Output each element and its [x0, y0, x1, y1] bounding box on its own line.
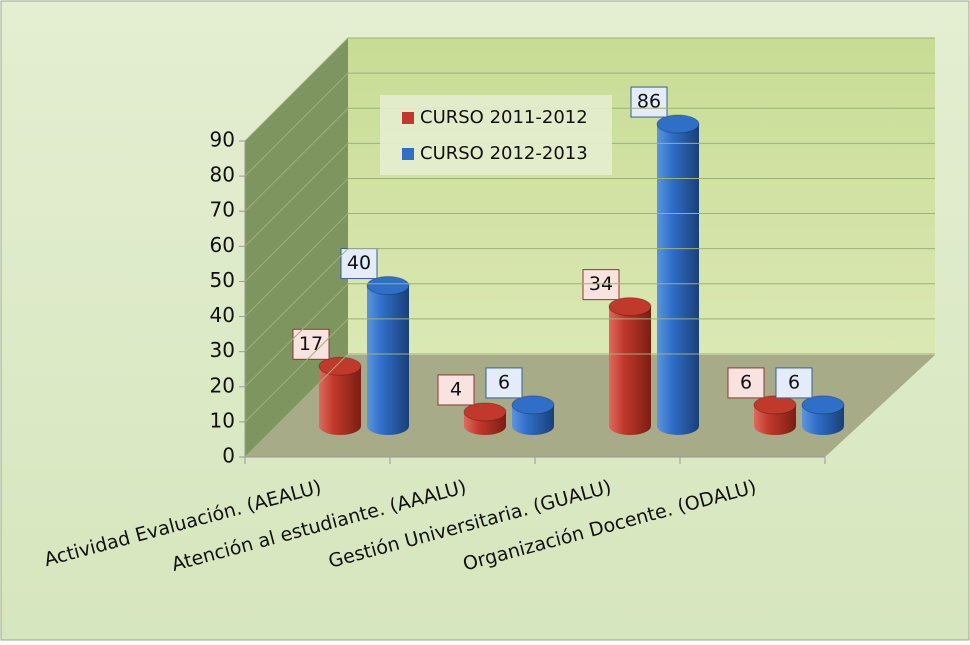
- value-label: 40: [347, 252, 371, 274]
- grid-line: [244, 37, 349, 142]
- value-label-box: [727, 367, 765, 399]
- y-tick-label: 10: [210, 408, 235, 432]
- value-label: 6: [740, 371, 752, 393]
- value-label: 86: [637, 91, 661, 113]
- value-label-box: [437, 374, 475, 406]
- bar-top: [511, 395, 555, 415]
- grid-line: [244, 283, 349, 388]
- bar: [657, 124, 699, 435]
- grid-line: [244, 213, 349, 317]
- bar-top: [608, 297, 652, 317]
- y-tick-label: 30: [210, 338, 235, 362]
- value-label-box: [582, 269, 620, 301]
- legend-label: CURSO 2011-2012: [420, 107, 588, 128]
- bar-top: [318, 356, 362, 376]
- bar-top: [656, 114, 700, 134]
- bar-top: [463, 402, 507, 422]
- grid-line: [244, 248, 349, 353]
- legend-box: [380, 95, 612, 175]
- grid-line: [244, 72, 349, 177]
- grid-line: [244, 107, 349, 212]
- y-tick-label: 50: [210, 268, 235, 292]
- y-tick-label: 0: [222, 444, 235, 468]
- y-tick-label: 40: [210, 303, 235, 327]
- bar-top: [366, 276, 410, 296]
- grid-line: [244, 318, 349, 423]
- value-label-box: [340, 248, 378, 280]
- bar: [319, 366, 361, 435]
- value-label: 6: [498, 371, 510, 393]
- value-label: 4: [450, 378, 462, 400]
- value-label-box: [485, 367, 523, 399]
- grid-line: [244, 142, 349, 247]
- bar: [367, 285, 409, 435]
- legend-label: CURSO 2012-2013: [420, 143, 588, 164]
- value-label-box: [630, 86, 668, 118]
- bar-top: [753, 395, 797, 415]
- value-label-box: [775, 367, 813, 399]
- y-tick-label: 60: [210, 233, 235, 257]
- legend-swatch: [402, 112, 414, 124]
- y-tick-label: 80: [210, 163, 235, 187]
- value-label: 6: [788, 371, 800, 393]
- legend-swatch: [402, 148, 414, 160]
- grid-line: [244, 178, 349, 282]
- y-tick-label: 20: [210, 373, 235, 397]
- y-tick-label: 70: [210, 198, 235, 222]
- y-tick-label: 90: [210, 128, 235, 152]
- grid-line: [244, 353, 349, 458]
- bar: [609, 306, 651, 435]
- bar-top: [801, 395, 845, 415]
- value-label: 17: [299, 333, 323, 355]
